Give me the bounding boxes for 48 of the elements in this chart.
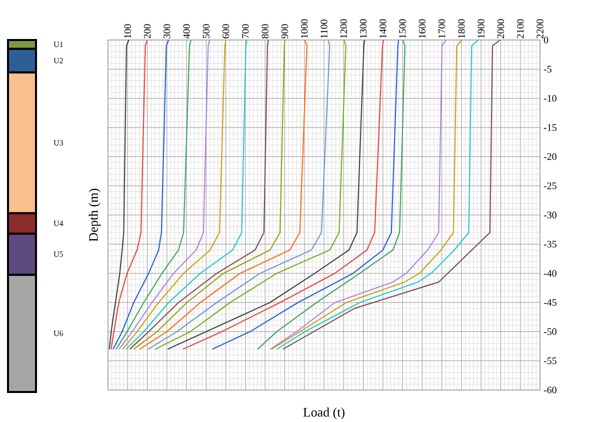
y-tick-label: 0 xyxy=(544,36,548,44)
x-tick-label: 1600 xyxy=(418,19,426,38)
y-tick-label: -40 xyxy=(544,270,556,277)
y-tick-label: -20 xyxy=(544,153,556,160)
line-series xyxy=(110,39,148,350)
line-series xyxy=(108,39,130,350)
x-tick-label: 1100 xyxy=(320,20,328,38)
x-tick-label: 100 xyxy=(124,24,131,38)
x-tick-label: 2000 xyxy=(497,19,504,38)
y-tick-label: -60 xyxy=(544,386,556,394)
x-tick-label: 1300 xyxy=(360,19,367,38)
line-series xyxy=(118,39,210,350)
x-tick-label: 1800 xyxy=(458,19,465,38)
y-tick-label: -15 xyxy=(544,124,556,131)
x-axis-title: Load (t) xyxy=(303,408,344,420)
x-tick-label: 2100 xyxy=(517,19,524,38)
y-tick-label: -10 xyxy=(544,94,556,102)
y-tick-label: -30 xyxy=(544,212,556,218)
line-series xyxy=(126,39,248,350)
x-tick-label: 800 xyxy=(262,24,268,38)
line-series xyxy=(182,39,384,350)
line-series xyxy=(122,39,226,350)
x-tick-label: 1400 xyxy=(380,19,386,38)
line-series xyxy=(112,39,170,350)
x-tick-label: 200 xyxy=(144,24,151,38)
y-axis-title: Depth (m) xyxy=(88,188,100,242)
line-series xyxy=(139,39,308,350)
x-tick-label: 2200 xyxy=(536,19,544,38)
x-tick-label: 1900 xyxy=(478,19,484,38)
x-tick-label: 1200 xyxy=(340,19,347,38)
x-tick-label: 1500 xyxy=(399,19,406,38)
y-tick-label: -50 xyxy=(544,328,556,336)
y-tick-label: -55 xyxy=(544,358,556,364)
line-series xyxy=(116,39,192,350)
y-tick-label: -45 xyxy=(544,299,556,306)
line-series xyxy=(212,39,400,350)
y-tick-label: -25 xyxy=(544,182,556,190)
y-tick-label: -35 xyxy=(544,240,556,248)
x-tick-label: 900 xyxy=(281,24,288,38)
x-tick-label: 1700 xyxy=(438,19,446,38)
x-tick-label: 1000 xyxy=(301,19,308,38)
x-tick-label: 700 xyxy=(242,24,249,38)
y-tick-label: -5 xyxy=(544,66,552,72)
x-tick-label: 500 xyxy=(202,24,210,38)
x-tick-label: 400 xyxy=(183,24,190,39)
x-tick-label: 300 xyxy=(164,24,170,38)
line-series xyxy=(257,39,406,350)
x-tick-label: 600 xyxy=(222,24,230,38)
